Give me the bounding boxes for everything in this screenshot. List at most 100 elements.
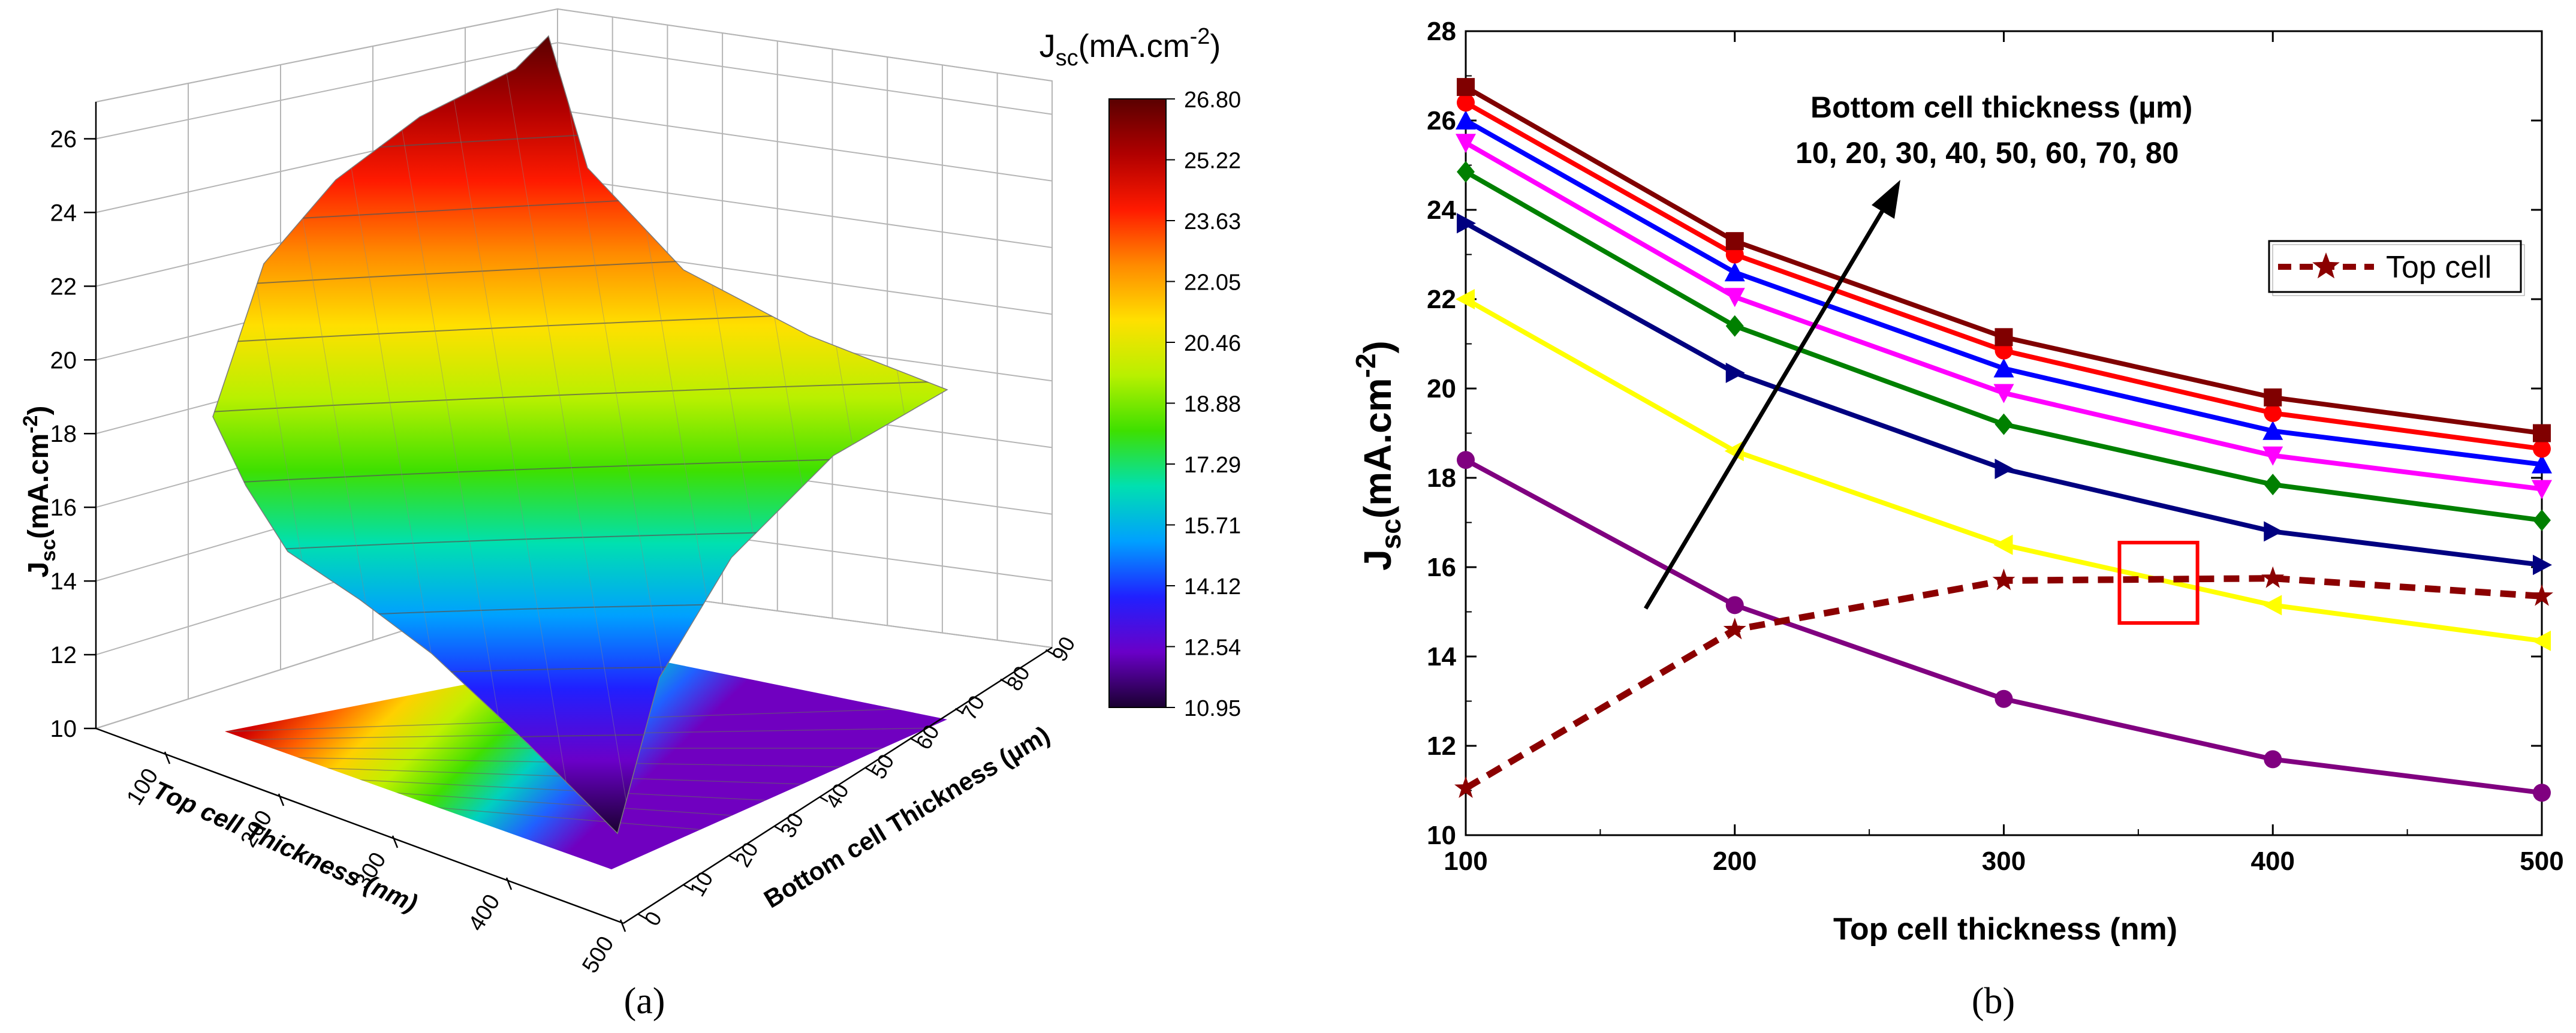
colorbar-tick-label: 20.46 (1184, 331, 1241, 356)
z-tick-label: 12 (50, 642, 77, 668)
y-axis-line (623, 646, 1053, 924)
series-20 (1456, 289, 2551, 651)
colorbar-tick-label: 17.29 (1184, 453, 1241, 478)
y-tick (638, 913, 647, 920)
arrow-shaft (1643, 200, 1891, 610)
data-point (2532, 480, 2552, 499)
data-point (1725, 315, 1744, 337)
y-tick-label: 30 (775, 809, 809, 842)
data-point (1992, 568, 2015, 591)
colorbar-ticks: 26.80 25.22 23.63 22.05 20.46 18.88 17.29 15.71… (1166, 88, 1241, 721)
y-tick (909, 737, 919, 744)
b-y-axis-label: Jsc(mA.cm-2) (1350, 341, 1406, 571)
data-point (1994, 459, 2014, 480)
colorbar-tick-label: 23.63 (1184, 209, 1241, 234)
y-tick-label: 10 (1427, 821, 1456, 850)
data-point (1725, 362, 1745, 383)
data-point (2264, 388, 2282, 406)
series-80 (1457, 78, 2551, 442)
x-tick-label: 400 (2251, 847, 2295, 876)
z-tick-label: 26 (50, 126, 77, 152)
data-point (1457, 213, 1476, 234)
data-point (2264, 474, 2282, 496)
surface-mesh (212, 35, 948, 835)
x-tick-label: 500 (2520, 847, 2563, 876)
data-point (2533, 439, 2551, 458)
z-tick-label: 20 (50, 347, 77, 374)
x-tick (391, 835, 399, 848)
data-point (1723, 618, 1746, 640)
z-tick-label: 10 (50, 716, 77, 742)
x-tick (619, 919, 626, 932)
b-y-axis-label-sub: sc (1375, 519, 1406, 549)
y-tick-label: 24 (1427, 195, 1456, 225)
b-y-axis-label-unit: (mA.cm (1356, 378, 1399, 519)
z-tick-label: 16 (50, 495, 77, 521)
x-tick-label: 200 (1713, 847, 1756, 876)
series-50 (1456, 134, 2552, 499)
data-point (1724, 262, 1745, 282)
colorbar-tick-label: 10.95 (1184, 696, 1241, 721)
colorbar-tick-label: 26.80 (1184, 88, 1241, 113)
colorbar-title-main: J (1040, 28, 1056, 64)
legend-label: Top cell (2386, 250, 2491, 285)
x-tick-label: 400 (463, 890, 505, 936)
data-point (2533, 509, 2551, 531)
z-tick-label: 14 (50, 568, 77, 595)
z-tick-label: 18 (50, 421, 77, 447)
x-tick (278, 793, 285, 806)
mesh-line (443, 36, 576, 833)
y-tick (728, 854, 738, 862)
arrow-head (1872, 180, 1900, 219)
data-point (2530, 584, 2553, 606)
data-point (1454, 776, 1477, 798)
data-point (2264, 750, 2282, 769)
annotation-values: 10, 20, 30, 40, 50, 60, 70, 80 (1795, 136, 2179, 170)
data-point (2533, 555, 2552, 576)
line-plot-area: 100 200 300 400 500 10 12 14 16 18 20 22 24 26 28 (1427, 17, 2564, 876)
data-point (1724, 288, 1745, 308)
data-point (1993, 384, 2014, 403)
y-tick-label: 50 (866, 750, 899, 783)
annotation-arrow (1643, 180, 1900, 610)
highlight-box (2117, 541, 2200, 625)
data-point (1457, 78, 1475, 97)
b-x-axis-label: Top cell thickness (nm) (1833, 912, 2177, 947)
colorbar-gradient (1108, 98, 1167, 708)
x-axis-label-top-cell: Top cell Thickness (nm) (149, 775, 422, 917)
data-point (1993, 534, 2013, 555)
data-point (2532, 454, 2552, 474)
data-point (2532, 630, 2551, 651)
colorbar-tick-label: 22.05 (1184, 270, 1241, 296)
x-tick-label: 100 (1444, 847, 1487, 876)
colorbar-tick-label: 15.71 (1184, 514, 1241, 539)
mesh-line (500, 36, 633, 833)
y-tick-label: 20 (730, 838, 763, 871)
y-tick (1045, 649, 1055, 656)
mesh-line (386, 36, 519, 833)
annotation-title: Bottom cell thickness (µm) (1810, 91, 2192, 124)
y-tick-label: 0 (639, 907, 667, 930)
x-axis-line (95, 727, 624, 924)
series-30 (1457, 213, 2552, 576)
colorbar-tick-label: 14.12 (1184, 574, 1241, 600)
x-tick-label: 500 (577, 932, 619, 978)
panel-a-label: (a) (624, 981, 665, 1022)
panel-b-line-chart: 100 200 300 400 500 10 12 14 16 18 20 22 24 26 28 Top … (1350, 17, 2564, 1022)
data-point (1994, 689, 2013, 708)
y-tick-label: 18 (1427, 463, 1456, 493)
colorbar-tick-label: 12.54 (1184, 636, 1241, 661)
colorbar-title-unit: (mA.cm (1078, 28, 1190, 64)
y-tick-label: 12 (1427, 731, 1456, 761)
data-point (1994, 328, 2013, 347)
series-60 (1456, 110, 2552, 474)
series-10 (1457, 451, 2551, 802)
panel-b-label: (b) (1972, 981, 2015, 1022)
colorbar-title: Jsc(mA.cm-2) (1040, 24, 1221, 71)
data-point (2264, 403, 2282, 422)
data-point (2264, 521, 2283, 542)
z-axis-label-sup: -2 (19, 415, 42, 433)
y-tick (683, 884, 693, 891)
x-tick-label: 300 (1982, 847, 2026, 876)
z-tick-label: 24 (50, 200, 77, 226)
